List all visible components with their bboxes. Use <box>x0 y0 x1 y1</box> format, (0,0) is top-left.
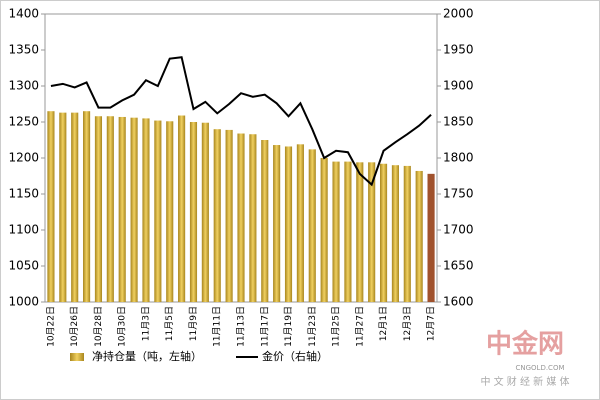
bar <box>356 162 364 302</box>
x-tick-label: 10月26日 <box>69 306 80 347</box>
legend-label: 金价（右轴） <box>262 349 328 363</box>
y-tick-label: 1000 <box>8 295 39 309</box>
y2-tick-label: 1900 <box>443 79 474 93</box>
y-tick-label: 1150 <box>8 187 39 201</box>
x-tick-label: 11月19日 <box>283 306 294 347</box>
bar <box>273 145 281 302</box>
bar <box>332 161 340 302</box>
bar <box>368 162 376 302</box>
x-tick-label: 11月13日 <box>236 306 247 347</box>
price-line <box>50 56 432 187</box>
bar <box>189 122 198 302</box>
x-tick-label: 11月5日 <box>164 306 175 341</box>
y2-tick-label: 1700 <box>443 223 474 237</box>
bar <box>71 112 79 302</box>
y2-tick-label: 1650 <box>443 259 474 273</box>
bar <box>308 149 316 302</box>
bar <box>59 112 67 302</box>
bar <box>427 173 435 302</box>
bar <box>154 120 162 302</box>
legend-label: 净持仓量（吨，左轴） <box>92 349 202 363</box>
bar <box>106 116 114 303</box>
bar <box>415 170 423 302</box>
legend-swatch <box>70 353 84 361</box>
bar <box>201 122 209 302</box>
x-tick-label: 12月1日 <box>378 306 389 341</box>
x-tick-label: 11月27日 <box>354 306 365 347</box>
bar <box>284 146 293 302</box>
y-tick-label: 1400 <box>8 7 39 21</box>
bar <box>213 129 221 302</box>
y-tick-label: 1100 <box>8 223 39 237</box>
bar <box>296 144 304 302</box>
y2-tick-label: 1750 <box>443 187 474 201</box>
y-tick-label: 1350 <box>8 43 39 57</box>
x-tick-label: 11月17日 <box>259 306 270 347</box>
bar <box>320 158 328 302</box>
bar <box>344 161 352 302</box>
watermark-logo: 中金网 <box>486 329 564 360</box>
bar <box>237 133 245 302</box>
x-tick-label: 11月9日 <box>188 306 199 341</box>
watermark-slogan: 中 文 财 经 新 媒 体 <box>480 375 569 388</box>
bar <box>249 134 257 302</box>
bar <box>94 116 103 303</box>
x-tick-label: 11月25日 <box>331 306 342 347</box>
y2-tick-label: 1800 <box>443 151 474 165</box>
x-tick-label: 10月28日 <box>93 306 104 347</box>
bar <box>403 165 411 302</box>
bar <box>47 111 55 302</box>
x-tick-label: 12月3日 <box>402 306 413 341</box>
bar <box>391 165 399 302</box>
y2-tick-label: 1850 <box>443 115 474 129</box>
bar <box>379 163 388 302</box>
y2-tick-label: 2000 <box>443 7 474 21</box>
bar <box>83 111 91 302</box>
y-tick-label: 1300 <box>8 79 39 93</box>
x-tick-label: 11月11日 <box>212 306 223 347</box>
y-tick-label: 1200 <box>8 151 39 165</box>
bar <box>261 140 269 302</box>
bar <box>130 117 138 303</box>
x-tick-label: 11月3日 <box>140 306 151 341</box>
x-tick-label: 10月22日 <box>45 306 56 347</box>
x-tick-label: 10月30日 <box>117 306 128 347</box>
bar <box>178 115 186 303</box>
bar <box>142 118 150 303</box>
bar <box>225 129 233 302</box>
y-tick-label: 1250 <box>8 115 39 129</box>
y2-tick-label: 1950 <box>443 43 474 57</box>
bar <box>166 121 174 302</box>
watermark-site: CNGOLD.COM <box>515 364 564 372</box>
bar <box>118 116 126 303</box>
y2-tick-label: 1600 <box>443 295 474 309</box>
y-tick-label: 1050 <box>8 259 39 273</box>
x-tick-label: 12月7日 <box>426 306 437 341</box>
x-tick-label: 11月23日 <box>307 306 318 347</box>
